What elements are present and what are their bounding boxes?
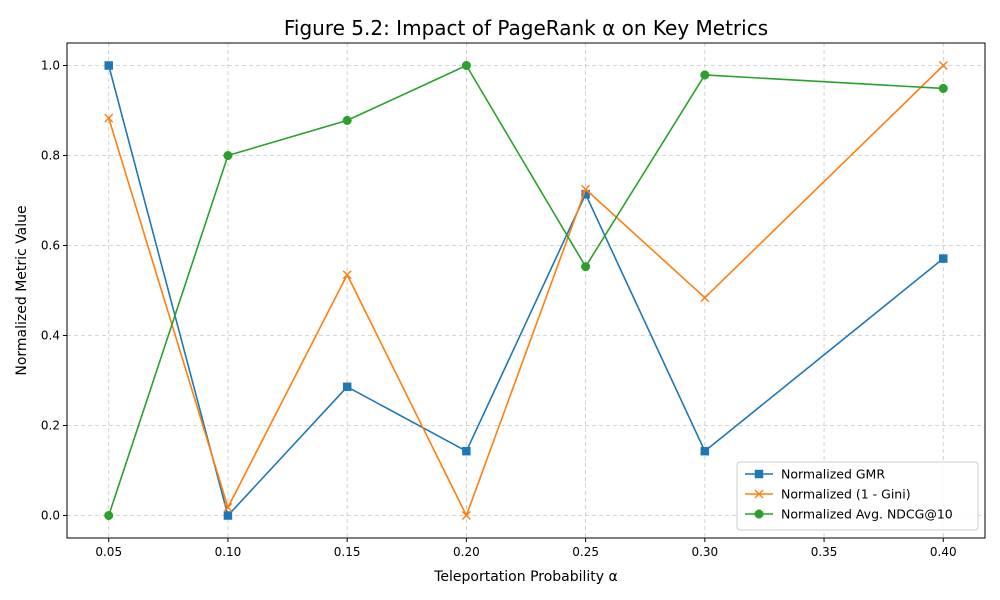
data-point-normalized-gmr — [939, 254, 948, 263]
legend: Normalized GMR Normalized (1 - Gini) Norma… — [736, 461, 979, 531]
data-point-normalized-1-gini — [223, 502, 233, 512]
legend-label: Normalized (1 - Gini) — [781, 487, 911, 502]
legend-marker — [754, 489, 764, 499]
data-point-normalized-gmr — [223, 511, 233, 520]
data-point-normalized-avg-ndcg-10 — [223, 150, 233, 161]
data-point-normalized-gmr — [462, 446, 471, 456]
data-point-normalized-1-gini — [700, 293, 710, 303]
series-lines — [104, 60, 948, 521]
data-point-normalized-1-gini — [342, 270, 352, 280]
x-tick-label: 0.05 — [95, 545, 122, 559]
legend-entry: Normalized Avg. NDCG@10 — [745, 507, 953, 522]
data-point-normalized-gmr — [700, 446, 710, 456]
y-tick-label: 0.8 — [41, 149, 60, 163]
data-point-normalized-1-gini — [581, 184, 591, 194]
data-point-normalized-avg-ndcg-10 — [342, 115, 352, 125]
data-point-normalized-avg-ndcg-10 — [938, 83, 948, 93]
data-point-normalized-avg-ndcg-10 — [581, 262, 591, 272]
y-tick-label: 1.0 — [41, 59, 60, 73]
x-tick-label: 0.10 — [215, 545, 242, 559]
legend-entry: Normalized GMR — [745, 467, 885, 482]
legend-label: Normalized GMR — [781, 467, 885, 482]
x-tick-label: 0.40 — [930, 545, 957, 559]
legend-label: Normalized Avg. NDCG@10 — [781, 507, 953, 522]
y-tick-label: 0.4 — [41, 329, 60, 343]
x-tick-label: 0.20 — [453, 545, 480, 559]
plot-frame — [66, 42, 986, 539]
data-point-normalized-avg-ndcg-10 — [700, 70, 710, 80]
chart-title: Figure 5.2: Impact of PageRank α on Key … — [284, 16, 768, 40]
series-normalized-avg-ndcg-10 — [104, 60, 948, 521]
data-point-normalized-avg-ndcg-10 — [461, 60, 471, 71]
data-point-normalized-avg-ndcg-10 — [104, 510, 114, 521]
y-axis-label: Normalized Metric Value — [14, 205, 30, 375]
legend-marker — [754, 469, 764, 479]
series-normalized-1-gini — [104, 61, 948, 520]
data-point-normalized-gmr — [342, 382, 352, 392]
x-tick-label: 0.30 — [691, 545, 718, 559]
x-tick-label: 0.25 — [572, 545, 599, 559]
data-point-normalized-gmr — [104, 61, 113, 70]
y-tick-label: 0.6 — [41, 239, 60, 253]
axis-ticks: 0.05 0.10 0.15 0.20 0.25 0.30 0.35 0.40 0.0 0.2 0.… — [41, 59, 957, 560]
legend-entry: Normalized (1 - Gini) — [745, 487, 911, 502]
legend-box — [736, 461, 979, 531]
data-point-normalized-1-gini — [461, 511, 471, 520]
x-tick-label: 0.35 — [811, 545, 838, 559]
y-tick-label: 0.2 — [41, 419, 60, 433]
y-tick-label: 0.0 — [41, 509, 60, 523]
x-axis-label: Teleportation Probability α — [433, 569, 618, 585]
data-point-normalized-1-gini — [104, 113, 114, 123]
legend-marker — [754, 509, 764, 519]
x-tick-label: 0.15 — [334, 545, 361, 559]
series-normalized-gmr — [104, 61, 948, 520]
data-point-normalized-1-gini — [938, 61, 948, 70]
